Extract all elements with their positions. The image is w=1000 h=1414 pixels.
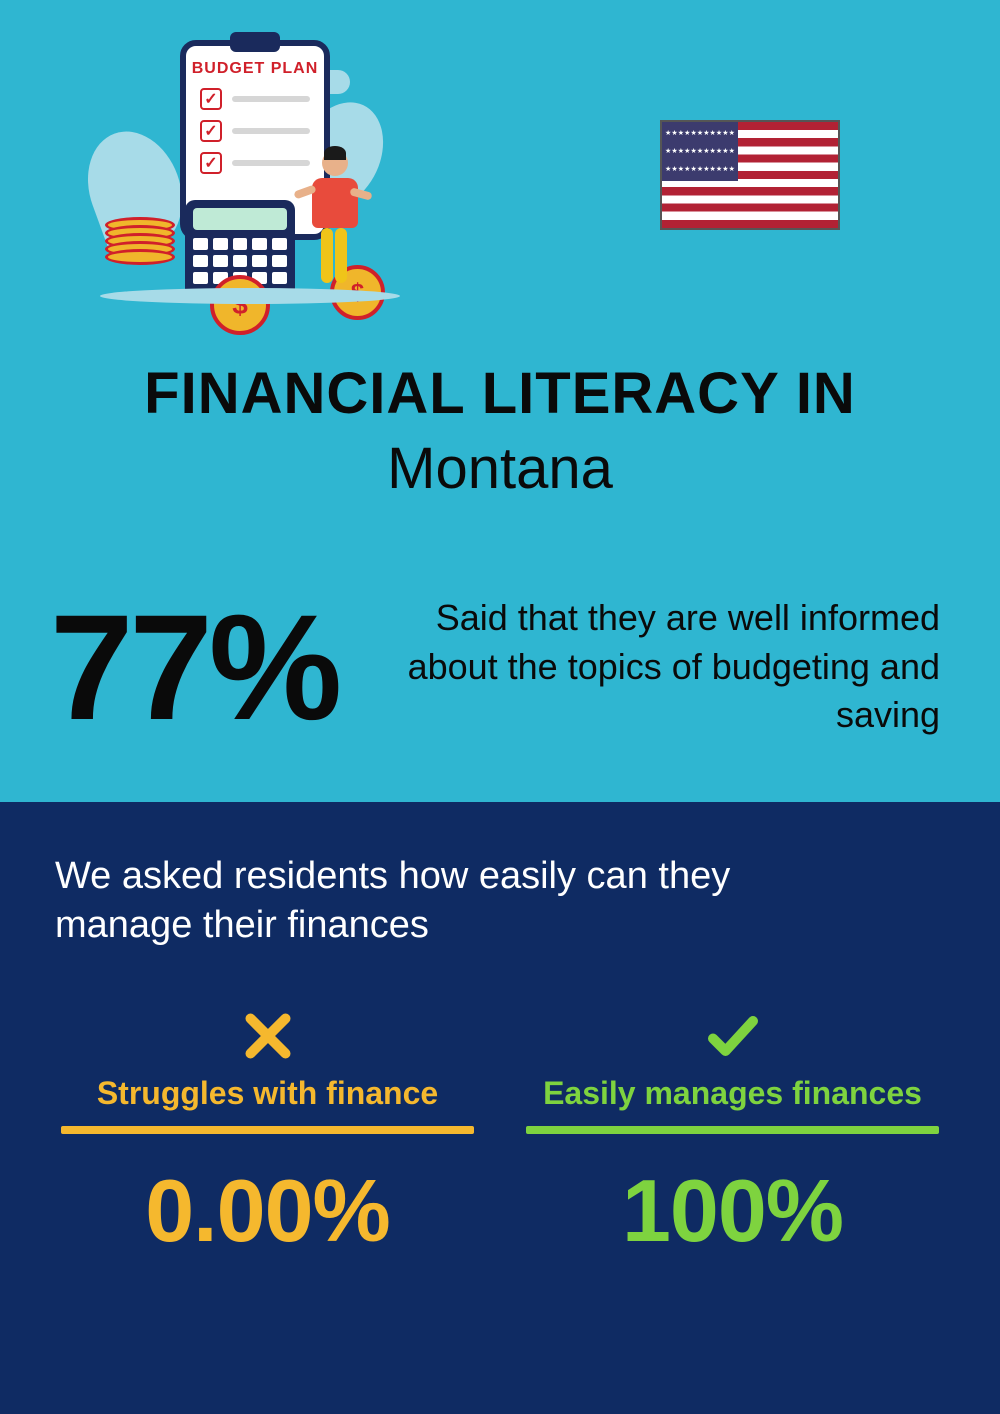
infographic-page: BUDGET PLAN ✓ ✓ ✓ [0,0,1000,1414]
us-flag-icon: ★★★★★★ ★★★★★ ★★★★★★ ★★★★★ ★★★★★★ ★★★★★ [660,120,840,230]
x-icon [55,1001,480,1071]
survey-question: We asked residents how easily can they m… [55,852,855,951]
page-title-line2: Montana [50,435,950,502]
clipboard-title: BUDGET PLAN [186,60,324,78]
manages-value: 100% [520,1160,945,1262]
headline-percent: 77% [50,592,338,742]
budget-illustration: BUDGET PLAN ✓ ✓ ✓ [50,30,410,310]
divider [61,1126,474,1134]
coins-icon [105,225,175,265]
divider [526,1126,939,1134]
struggles-value: 0.00% [55,1160,480,1262]
bottom-section: We asked residents how easily can they m… [0,802,1000,1414]
hero-row: BUDGET PLAN ✓ ✓ ✓ [50,30,950,310]
comparison-row: Struggles with finance 0.00% Easily mana… [55,1001,945,1262]
headline-stat: 77% Said that they are well informed abo… [50,592,950,742]
manages-label: Easily manages finances [520,1075,945,1112]
struggles-column: Struggles with finance 0.00% [55,1001,480,1262]
check-icon [520,1001,945,1071]
struggles-label: Struggles with finance [55,1075,480,1112]
coin-icon: $ [210,275,270,335]
manages-column: Easily manages finances 100% [520,1001,945,1262]
headline-description: Said that they are well informed about t… [378,594,940,740]
person-icon [305,150,365,300]
title-block: FINANCIAL LITERACY IN Montana [50,360,950,502]
page-title-line1: FINANCIAL LITERACY IN [50,360,950,427]
top-section: BUDGET PLAN ✓ ✓ ✓ [0,0,1000,802]
